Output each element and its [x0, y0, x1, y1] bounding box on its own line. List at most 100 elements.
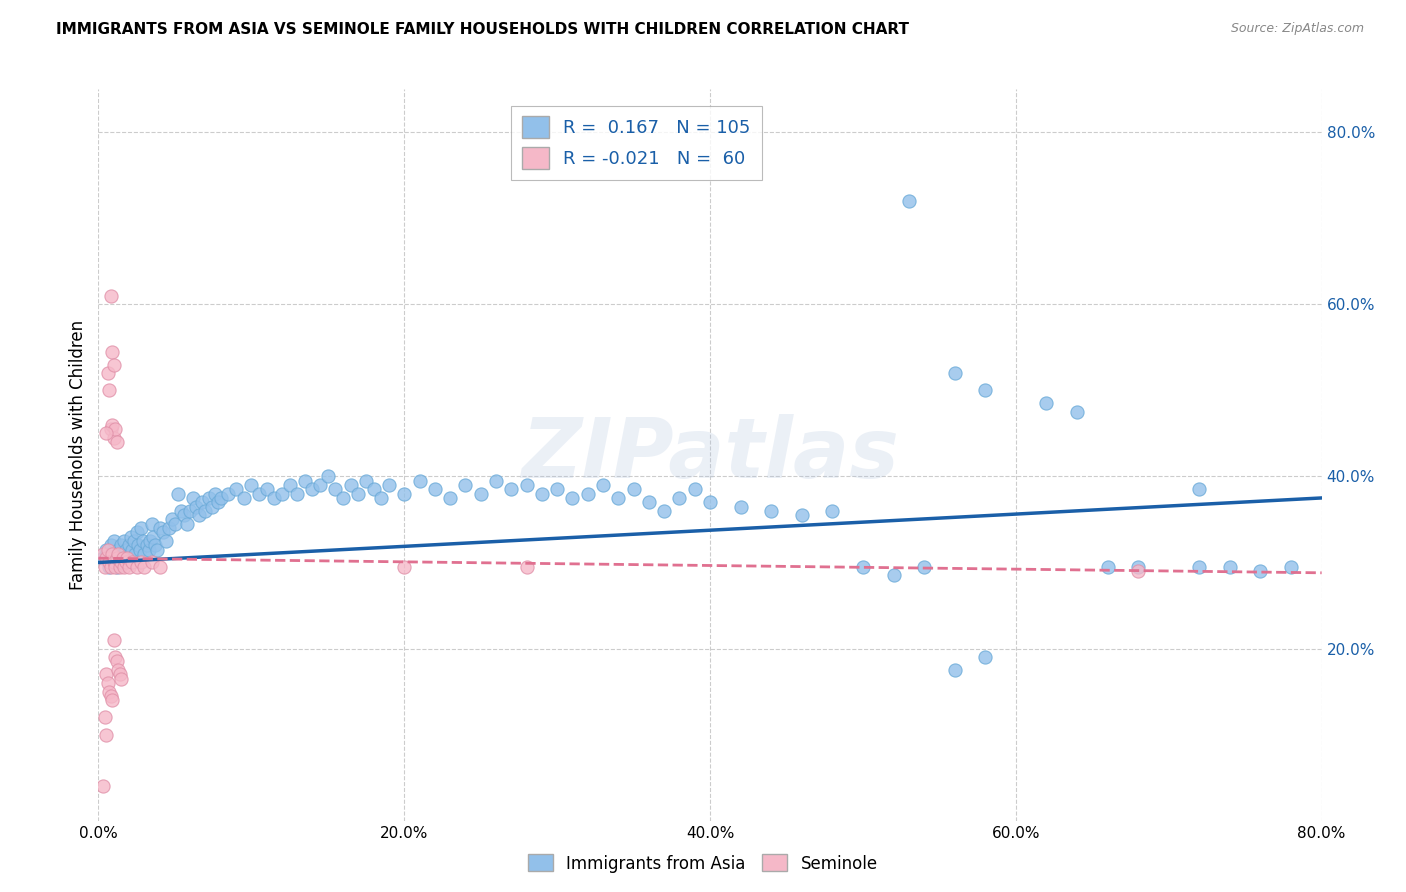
- Point: [160, 512, 183, 526]
- Point: [105, 655, 128, 669]
- Point: [561, 491, 583, 505]
- Point: [98, 384, 121, 398]
- Point: [115, 556, 138, 570]
- Point: [974, 650, 997, 665]
- Point: [94, 728, 117, 742]
- Point: [485, 474, 508, 488]
- Point: [97, 676, 120, 690]
- Point: [127, 538, 149, 552]
- Point: [454, 478, 477, 492]
- Point: [181, 491, 204, 505]
- Point: [107, 547, 129, 561]
- Point: [576, 486, 599, 500]
- Point: [105, 435, 128, 450]
- Point: [104, 650, 127, 665]
- Point: [136, 538, 159, 552]
- Point: [145, 542, 167, 557]
- Point: [1097, 559, 1119, 574]
- Point: [883, 568, 905, 582]
- Point: [152, 525, 174, 540]
- Point: [103, 358, 125, 372]
- Point: [100, 289, 122, 303]
- Point: [176, 516, 198, 531]
- Point: [94, 542, 117, 557]
- Point: [163, 516, 186, 531]
- Point: [118, 538, 141, 552]
- Point: [94, 551, 117, 566]
- Point: [347, 486, 370, 500]
- Point: [1128, 564, 1150, 578]
- Point: [104, 547, 127, 561]
- Point: [897, 194, 920, 208]
- Point: [91, 547, 114, 561]
- Point: [101, 556, 124, 570]
- Point: [1066, 405, 1088, 419]
- Point: [142, 530, 165, 544]
- Point: [129, 521, 152, 535]
- Point: [128, 542, 150, 557]
- Point: [974, 384, 997, 398]
- Point: [501, 483, 523, 497]
- Point: [129, 556, 152, 570]
- Point: [149, 521, 172, 535]
- Point: [204, 486, 226, 500]
- Point: [117, 551, 139, 566]
- Point: [1219, 559, 1241, 574]
- Point: [103, 533, 125, 548]
- Point: [141, 556, 163, 570]
- Legend: Immigrants from Asia, Seminole: Immigrants from Asia, Seminole: [522, 847, 884, 880]
- Point: [117, 551, 139, 566]
- Point: [101, 417, 124, 432]
- Point: [111, 547, 134, 561]
- Point: [197, 491, 219, 505]
- Point: [546, 483, 568, 497]
- Point: [100, 559, 122, 574]
- Point: [325, 483, 347, 497]
- Point: [278, 478, 301, 492]
- Point: [1128, 559, 1150, 574]
- Point: [683, 483, 706, 497]
- Point: [132, 533, 155, 548]
- Point: [592, 478, 614, 492]
- Point: [316, 469, 339, 483]
- Point: [332, 491, 354, 505]
- Point: [173, 508, 195, 523]
- Point: [759, 504, 782, 518]
- Point: [852, 559, 875, 574]
- Point: [104, 422, 127, 436]
- Point: [121, 556, 143, 570]
- Point: [179, 504, 201, 518]
- Point: [516, 478, 538, 492]
- Point: [263, 491, 285, 505]
- Point: [157, 521, 180, 535]
- Point: [699, 495, 721, 509]
- Point: [217, 486, 239, 500]
- Point: [1188, 559, 1211, 574]
- Point: [94, 667, 117, 681]
- Point: [105, 559, 128, 574]
- Text: ZIPatlas: ZIPatlas: [522, 415, 898, 495]
- Point: [125, 559, 148, 574]
- Y-axis label: Family Households with Children: Family Households with Children: [69, 320, 87, 590]
- Point: [112, 533, 135, 548]
- Point: [1249, 564, 1271, 578]
- Point: [370, 491, 392, 505]
- Point: [821, 504, 844, 518]
- Point: [207, 495, 229, 509]
- Point: [730, 500, 752, 514]
- Point: [110, 538, 132, 552]
- Point: [98, 559, 121, 574]
- Point: [209, 491, 232, 505]
- Point: [637, 495, 661, 509]
- Point: [339, 478, 361, 492]
- Point: [912, 559, 935, 574]
- Point: [200, 500, 222, 514]
- Point: [134, 559, 156, 574]
- Point: [108, 559, 131, 574]
- Point: [668, 491, 690, 505]
- Point: [98, 684, 121, 698]
- Point: [155, 533, 177, 548]
- Point: [101, 693, 124, 707]
- Legend: R =  0.167   N = 105, R = -0.021   N =  60: R = 0.167 N = 105, R = -0.021 N = 60: [512, 105, 762, 180]
- Point: [423, 483, 446, 497]
